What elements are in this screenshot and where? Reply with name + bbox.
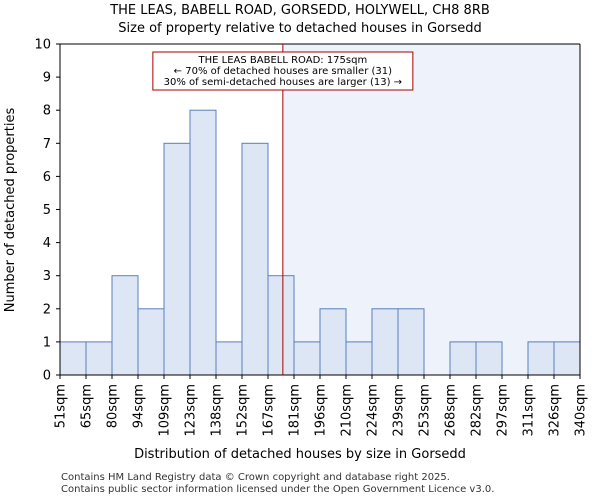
annotation-line-2: ← 70% of detached houses are smaller (31… (174, 66, 392, 77)
bar-94sqm (137, 308, 165, 376)
bar-224sqm (371, 308, 399, 376)
bar-167sqm (267, 275, 295, 376)
bar-196sqm (319, 308, 347, 376)
x-axis-label: Distribution of detached houses by size … (134, 447, 466, 462)
x-tick-label: 282sqm (470, 384, 485, 437)
footer-line-2: Contains public sector information licen… (61, 484, 495, 495)
bar-138sqm (215, 341, 243, 376)
x-tick-label: 210sqm (340, 384, 355, 437)
x-tick-label: 65sqm (80, 384, 95, 428)
chart-subtitle: Size of property relative to detached ho… (118, 21, 481, 36)
y-tick-label: 2 (43, 302, 51, 317)
x-tick-label: 80sqm (106, 384, 121, 428)
x-tick-label: 123sqm (184, 384, 199, 437)
bar-268sqm (449, 341, 477, 376)
chart-title: THE LEAS, BABELL ROAD, GORSEDD, HOLYWELL… (109, 3, 490, 18)
y-axis-label: Number of detached properties (3, 108, 18, 313)
bar-326sqm (553, 341, 581, 376)
y-tick-label: 7 (43, 137, 51, 152)
x-tick-label: 196sqm (314, 384, 329, 437)
x-tick-label: 311sqm (522, 384, 537, 437)
y-tick-label: 6 (43, 170, 51, 185)
bar-210sqm (345, 341, 373, 376)
y-tick-label: 10 (34, 38, 51, 53)
y-tick-label: 9 (43, 71, 51, 86)
bar-181sqm (293, 341, 321, 376)
bar-239sqm (397, 308, 425, 376)
x-tick-label: 152sqm (236, 384, 251, 437)
bar-123sqm (189, 109, 217, 376)
bar-152sqm (241, 142, 269, 376)
x-tick-label: 51sqm (54, 384, 69, 428)
bar-65sqm (85, 341, 113, 376)
x-tick-label: 109sqm (158, 384, 173, 437)
x-tick-label: 326sqm (548, 384, 563, 437)
bar-109sqm (163, 142, 191, 376)
y-tick-label: 3 (43, 269, 51, 284)
x-tick-label: 181sqm (288, 384, 303, 437)
annotation-box (152, 51, 414, 91)
bar-80sqm (111, 275, 139, 376)
y-tick-label: 5 (43, 203, 51, 218)
bar-282sqm (475, 341, 503, 376)
x-tick-label: 297sqm (496, 384, 511, 437)
y-tick-label: 1 (43, 335, 51, 350)
bar-311sqm (527, 341, 555, 376)
plot-area: 0 1 2 3 4 5 6 7 8 9 10 51sqm 65sqm 80sqm 94sqm 109sqm 12… (34, 38, 588, 437)
x-tick-label: 94sqm (132, 384, 147, 428)
x-tick-label: 253sqm (418, 384, 433, 437)
x-tick-label: 167sqm (262, 384, 277, 437)
x-tick-label: 268sqm (444, 384, 459, 437)
y-tick-label: 8 (43, 104, 51, 119)
footer-line-1: Contains HM Land Registry data © Crown c… (61, 472, 450, 483)
y-tick-label: 4 (43, 236, 51, 251)
x-tick-label: 340sqm (574, 384, 589, 437)
annotation-line-3: 30% of semi-detached houses are larger (… (164, 77, 402, 88)
x-tick-label: 138sqm (210, 384, 225, 437)
bar-51sqm (59, 341, 87, 376)
x-tick-label: 224sqm (366, 384, 381, 437)
x-tick-label: 239sqm (392, 384, 407, 437)
annotation-line-1: THE LEAS BABELL ROAD: 175sqm (198, 55, 368, 66)
y-tick-label: 0 (43, 369, 51, 384)
